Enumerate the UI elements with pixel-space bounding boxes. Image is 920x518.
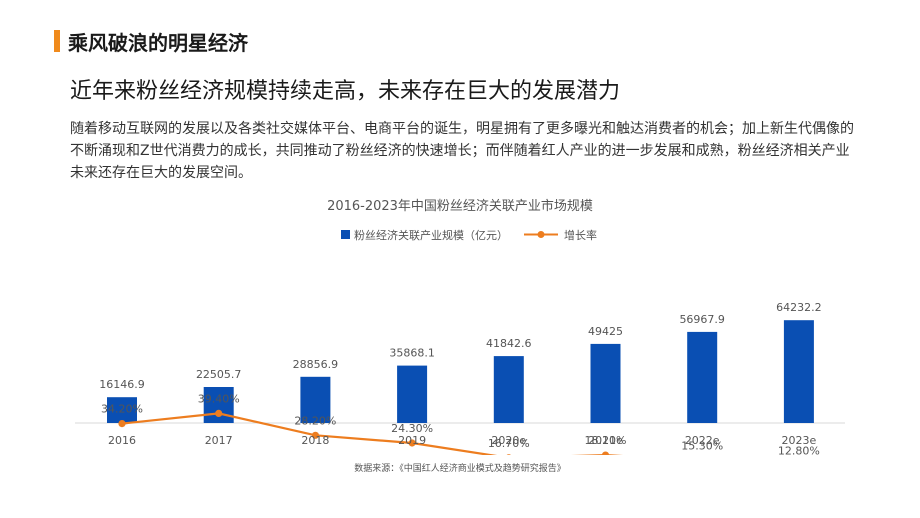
growth-value-label: 18.10% [585, 434, 627, 447]
title-accent-bar [54, 30, 60, 52]
bar-value-label: 64232.2 [776, 301, 822, 314]
x-tick-label: 2020e [491, 434, 526, 447]
bar-value-label: 22505.7 [196, 368, 242, 381]
chart-legend: 粉丝经济关联产业规模（亿元） 增长率 [341, 228, 597, 242]
x-tick-label: 2021e [588, 434, 623, 447]
bar-value-label: 35868.1 [389, 347, 435, 360]
x-tick-label: 2017 [205, 434, 233, 447]
growth-value-label: 16.70% [488, 437, 530, 450]
bar-2019 [397, 365, 428, 423]
x-tick-label: 2018 [301, 434, 329, 447]
data-source-note: 数据来源：《中国红人经济商业模式及趋势研究报告》 [354, 464, 566, 474]
growth-point-2017 [215, 409, 223, 417]
legend-bar-swatch [341, 230, 350, 239]
growth-point-2021e [601, 451, 610, 455]
bar-value-label: 41842.6 [486, 337, 532, 350]
growth-point-2018 [311, 431, 319, 439]
growth-line-layer [118, 409, 624, 455]
bar-2023e [783, 320, 814, 423]
x-tick-label: 2023e [782, 434, 817, 447]
growth-point-2016 [118, 420, 126, 428]
bar-2016 [107, 397, 137, 423]
labels-layer: 16146.9 2016 22505.7 2017 28856.9 2018 35868.1… [99, 301, 821, 455]
legend-line-marker [537, 231, 545, 238]
bar-2018 [300, 376, 331, 423]
growth-value-label: 12.80% [778, 445, 820, 456]
growth-point-2019 [408, 439, 416, 447]
bar-value-label: 56967.9 [679, 313, 725, 326]
growth-value-label: 24.30% [391, 422, 433, 435]
growth-value-label: 34.20% [101, 403, 143, 416]
x-tick-label: 2016 [108, 434, 136, 447]
description-paragraph: 随着移动互联网的发展以及各类社交媒体平台、电商平台的诞生，明星拥有了更多曝光和触… [70, 121, 854, 181]
bar-2017 [203, 387, 234, 423]
growth-value-label: 15.30% [681, 440, 723, 453]
growth-rate-line [121, 412, 624, 455]
growth-value-label: 28.20% [294, 414, 336, 427]
bar-value-label: 16146.9 [99, 378, 145, 391]
growth-point-2020e [506, 454, 511, 455]
bars-layer [107, 320, 814, 423]
bar-value-label: 49425 [588, 325, 623, 338]
chart-title: 2016-2023年中国粉丝经济关联产业市场规模 [327, 198, 593, 214]
x-tick-label: 2022e [685, 434, 720, 447]
combo-chart: 2016-2023年中国粉丝经济关联产业市场规模 粉丝经济关联产业规模（亿元） … [75, 198, 845, 455]
legend-bar-label: 粉丝经济关联产业规模（亿元） [354, 228, 508, 242]
section-title: 乘风破浪的明星经济 [68, 31, 248, 55]
bar-2021e [590, 343, 621, 423]
bar-2022e [687, 331, 718, 423]
growth-value-label: 39.40% [198, 392, 240, 405]
bar-2020e [493, 356, 524, 423]
headline: 近年来粉丝经济规模持续走高，未来存在巨大的发展潜力 [70, 79, 621, 104]
legend-line-label: 增长率 [564, 228, 597, 242]
x-tick-label: 2019 [398, 434, 426, 447]
bar-value-label: 28856.9 [293, 358, 339, 371]
